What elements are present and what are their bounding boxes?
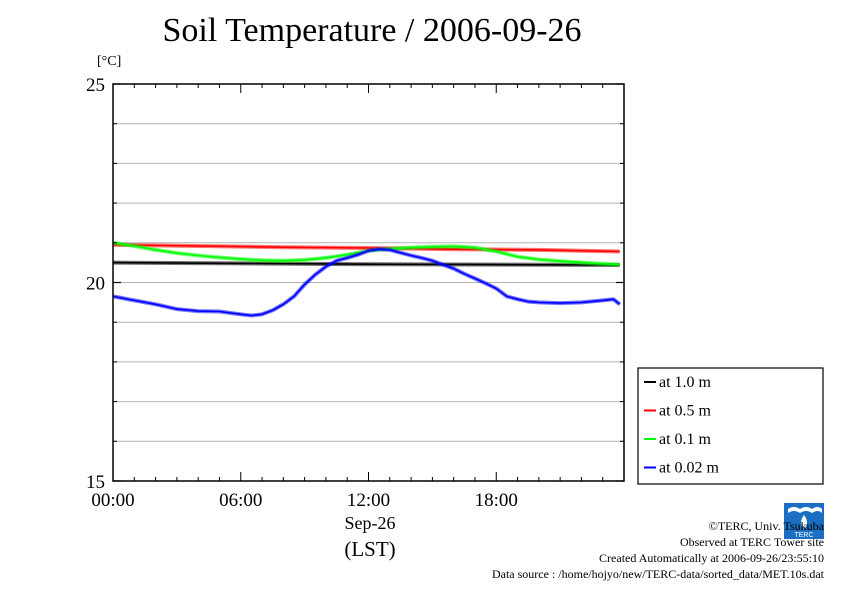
series-lines [112, 240, 621, 318]
series-line [112, 261, 620, 266]
chart-title: Soil Temperature / 2006-09-26 [162, 12, 582, 49]
grid-lines [113, 123, 624, 442]
legend-box [637, 367, 824, 485]
created-text: Created Automatically at 2006-09-26/23:5… [599, 551, 824, 565]
data-source-text: Data source : /home/hojyo/new/TERC-data/… [491, 567, 824, 581]
y-tick-label: 20 [86, 274, 105, 295]
observed-text: Observed at TERC Tower site [679, 535, 824, 549]
x-axis-date-label: Sep-26 [344, 513, 396, 533]
x-tick-label: 12:00 [347, 490, 390, 511]
y-tick-label: 25 [86, 75, 105, 96]
x-tick-label: 00:00 [91, 490, 134, 511]
series-line [112, 248, 621, 317]
legend-label: at 0.1 m [659, 431, 712, 448]
legend-label: at 0.5 m [659, 403, 712, 420]
legend: at 1.0 m at 0.5 m at 0.1 m at 0.02 m [637, 367, 824, 485]
x-axis-timezone-label: (LST) [344, 537, 396, 561]
x-tick-label: 18:00 [475, 490, 518, 511]
footer-credits: ©TERC, Univ. Tsukuba Observed at TERC To… [492, 518, 824, 582]
logo-text: TERC [794, 532, 813, 539]
copyright-text: ©TERC, Univ. Tsukuba [708, 519, 824, 533]
legend-label: at 1.0 m [659, 374, 712, 391]
terc-logo-icon: TERC [784, 503, 824, 539]
y-axis-unit-label: [°C] [97, 54, 122, 69]
series-line [112, 244, 620, 253]
x-tick-label: 06:00 [219, 490, 262, 511]
legend-label: at 0.02 m [659, 460, 720, 477]
y-tick-label: 15 [86, 472, 105, 493]
